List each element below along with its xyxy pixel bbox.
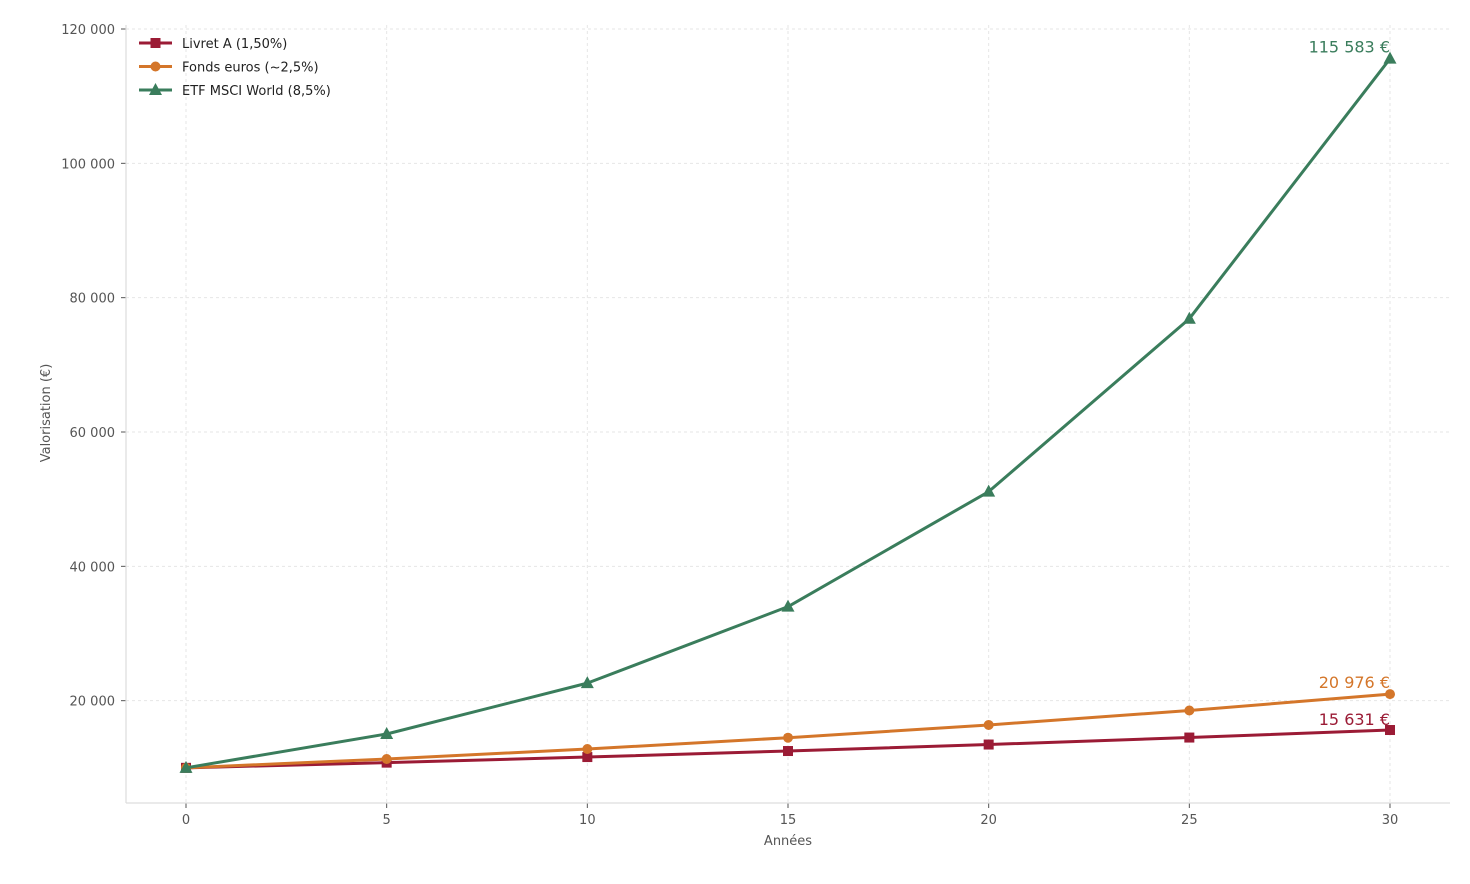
end-value-label: 20 976 € — [1319, 673, 1390, 692]
x-tick-label: 25 — [1181, 813, 1198, 828]
x-tick-label: 20 — [980, 813, 997, 828]
legend-label: Livret A (1,50%) — [182, 37, 287, 52]
x-tick-label: 10 — [579, 813, 596, 828]
axes: 0 5 10 15 20 25 30 20 000 40 000 60 000 80 000 100 … — [61, 23, 1450, 828]
legend-item: Fonds euros (~2,5%) — [139, 61, 319, 76]
legend: Livret A (1,50%) Fonds euros (~2,5%) ETF M… — [139, 37, 331, 99]
grid-lines — [126, 25, 1450, 803]
end-value-label: 115 583 € — [1309, 38, 1390, 57]
y-tick-label: 120 000 — [61, 23, 115, 38]
x-tick-label: 30 — [1382, 813, 1399, 828]
end-value-labels: 15 631 € 20 976 € 115 583 € — [1309, 38, 1390, 729]
legend-item: Livret A (1,50%) — [139, 37, 287, 52]
legend-label: ETF MSCI World (8,5%) — [182, 84, 331, 99]
y-tick-label: 100 000 — [61, 157, 115, 172]
end-value-label: 15 631 € — [1319, 710, 1390, 729]
y-axis-title: Valorisation (€) — [39, 364, 54, 463]
x-tick-label: 0 — [182, 813, 190, 828]
x-tick-label: 15 — [780, 813, 797, 828]
x-axis-title: Années — [764, 834, 812, 849]
y-tick-label: 20 000 — [70, 695, 116, 710]
y-tick-label: 80 000 — [70, 292, 116, 307]
series-1 — [181, 689, 1395, 773]
y-tick-label: 40 000 — [70, 560, 116, 575]
x-tick-label: 5 — [383, 813, 391, 828]
legend-label: Fonds euros (~2,5%) — [182, 61, 319, 76]
series-lines — [179, 51, 1397, 773]
legend-item: ETF MSCI World (8,5%) — [139, 83, 331, 99]
series-2 — [179, 51, 1397, 773]
y-tick-label: 60 000 — [70, 426, 116, 441]
